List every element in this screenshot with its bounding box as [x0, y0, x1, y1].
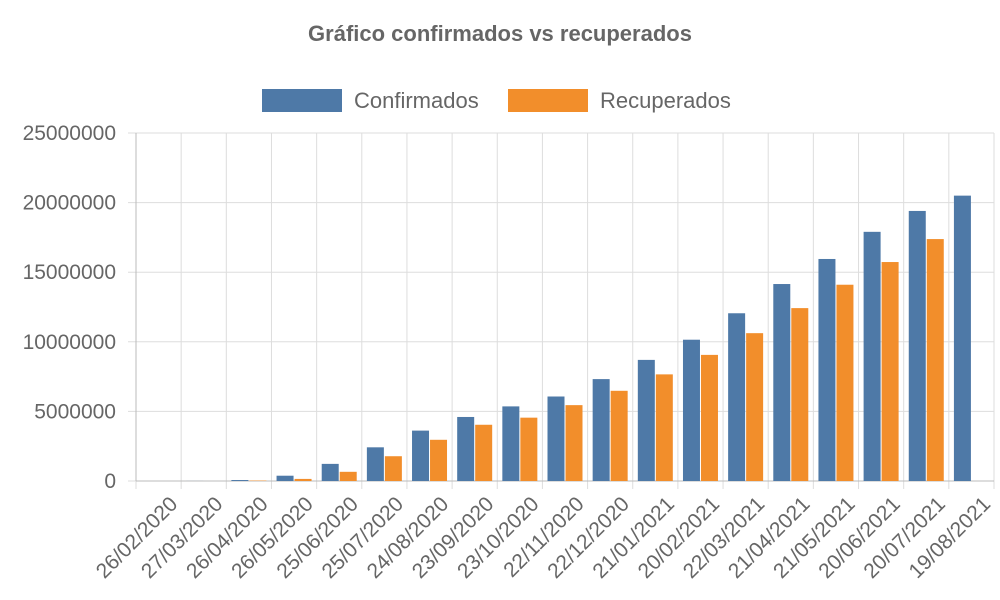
- bar-recuperados: [339, 471, 357, 481]
- y-tick-label: 20000000: [23, 192, 116, 215]
- gridlines: [128, 132, 995, 489]
- bar-confirmados: [773, 284, 791, 481]
- legend-item-confirmados[interactable]: Confirmados: [262, 88, 479, 113]
- bar-recuperados: [384, 456, 402, 481]
- bar-confirmados: [412, 430, 430, 481]
- legend-label: Recuperados: [600, 88, 731, 113]
- bar-recuperados: [565, 405, 583, 481]
- bar-recuperados: [881, 262, 899, 481]
- bar-recuperados: [430, 439, 448, 481]
- bar-recuperados: [610, 390, 628, 481]
- y-tick-label: 5000000: [34, 400, 116, 423]
- legend[interactable]: Confirmados Recuperados: [262, 88, 731, 113]
- bar-confirmados: [637, 359, 655, 481]
- y-tick-label: 25000000: [23, 122, 116, 145]
- legend-swatch: [508, 89, 588, 112]
- bar-confirmados: [366, 447, 384, 481]
- bar-confirmados: [457, 416, 475, 481]
- bar-confirmados: [728, 313, 746, 481]
- x-axis: 26/02/202027/03/202026/04/202026/05/2020…: [92, 480, 995, 583]
- y-axis: 0 5000000 10000000 15000000 20000000 25000000: [23, 122, 137, 493]
- bars: [186, 195, 971, 481]
- legend-item-recuperados[interactable]: Recuperados: [508, 88, 731, 113]
- bar-confirmados: [592, 379, 610, 481]
- bar-recuperados: [475, 424, 493, 481]
- bar-confirmados: [953, 195, 971, 481]
- bar-confirmados: [231, 480, 249, 481]
- bar-recuperados: [520, 417, 538, 481]
- bar-confirmados: [908, 210, 926, 481]
- bar-confirmados: [502, 406, 520, 481]
- bar-recuperados: [836, 284, 854, 481]
- bar-recuperados: [926, 239, 944, 481]
- bar-recuperados: [746, 333, 764, 481]
- bar-confirmados: [682, 339, 700, 481]
- y-tick-label: 15000000: [23, 261, 116, 284]
- y-tick-label: 0: [104, 470, 116, 493]
- chart-title: Gráfico confirmados vs recuperados: [308, 21, 692, 46]
- y-tick-label: 10000000: [23, 331, 116, 354]
- bar-recuperados: [791, 308, 809, 481]
- bar-recuperados: [700, 354, 718, 481]
- legend-label: Confirmados: [354, 88, 479, 113]
- bar-confirmados: [547, 396, 565, 481]
- bar-confirmados: [863, 231, 881, 481]
- bar-confirmados: [276, 475, 294, 481]
- bar-recuperados: [294, 478, 312, 481]
- bar-confirmados: [818, 258, 836, 481]
- bar-confirmados: [321, 463, 339, 481]
- legend-swatch: [262, 89, 342, 112]
- bar-recuperados: [655, 374, 673, 481]
